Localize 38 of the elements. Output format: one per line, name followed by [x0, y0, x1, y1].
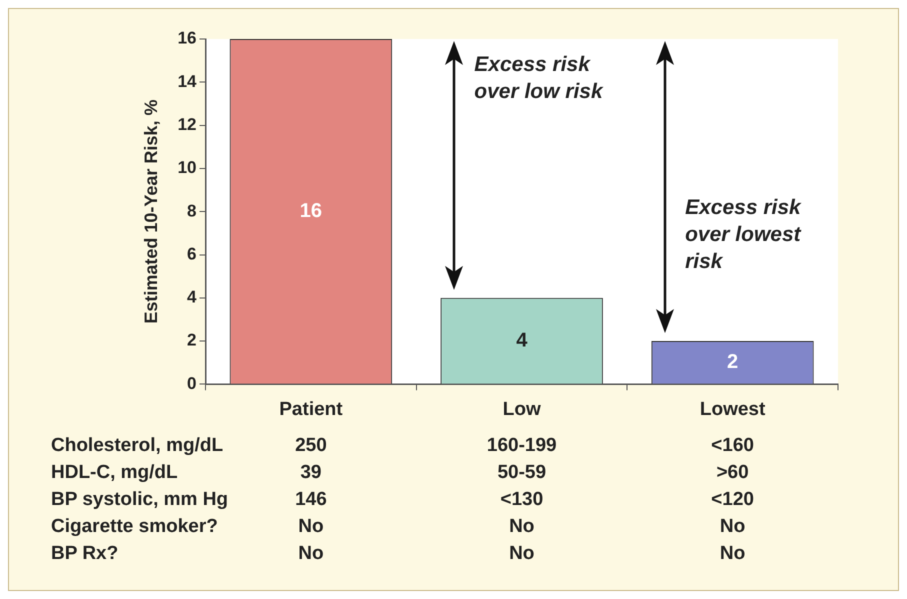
y-tick-label: 4: [187, 288, 198, 307]
y-tick-label: 2: [187, 330, 197, 350]
text: 39: [299, 462, 322, 484]
y-tick-label: 14: [178, 72, 198, 91]
y-tick-label: 16: [178, 28, 197, 48]
annotation: Excess risk over lowest risk: [685, 194, 802, 275]
text: No: [718, 516, 746, 538]
text: No: [508, 516, 536, 538]
y-tick-label: 8: [187, 201, 197, 220]
x-tick-label: Low: [502, 398, 541, 420]
text: No: [508, 543, 536, 565]
text: Cholesterol, mg/dL: [51, 435, 224, 457]
text: 50-59: [496, 462, 548, 484]
text: <120: [710, 489, 755, 511]
data-label: 4: [516, 329, 528, 352]
x-tick-label: Lowest: [700, 398, 766, 420]
y-axis-title: Estimated 10-Year Risk, %: [140, 100, 161, 324]
data-label: 16: [300, 200, 322, 222]
text: <160: [710, 435, 755, 457]
y-tick-label: 12: [178, 114, 197, 134]
annotation: Excess risk over low risk: [474, 52, 604, 105]
text: No: [718, 543, 746, 565]
text: 160-199: [486, 435, 558, 457]
text: HDL-C, mg/dL: [51, 462, 178, 484]
text: <130: [499, 489, 544, 511]
x-tick-label: Patient: [279, 398, 344, 420]
text: >60: [715, 462, 750, 484]
text: Cigarette smoker?: [51, 516, 218, 538]
text: No: [297, 543, 325, 565]
y-tick-label: 0: [187, 374, 197, 393]
text: No: [297, 516, 325, 538]
text: BP systolic, mm Hg: [51, 489, 228, 511]
text: 146: [294, 489, 328, 511]
data-label: 2: [727, 350, 738, 373]
text: BP Rx?: [51, 543, 118, 565]
y-tick-label: 6: [187, 244, 197, 264]
text: 250: [294, 435, 328, 457]
y-tick-label: 10: [178, 158, 197, 178]
